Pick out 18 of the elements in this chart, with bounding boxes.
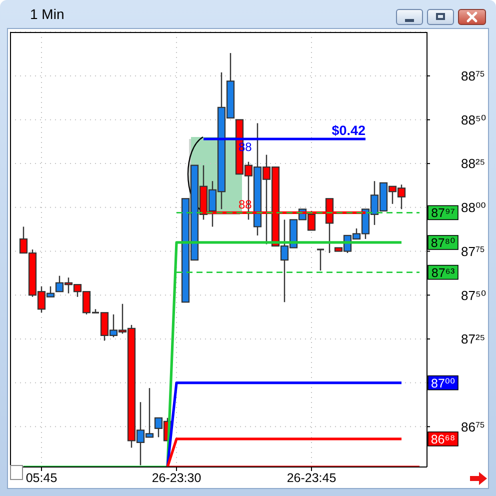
x-tick-label: 26-23:30 <box>152 471 202 485</box>
chart-title: 1 Min <box>30 6 64 22</box>
y-tick-label: 87⁵⁰ <box>461 288 486 303</box>
y-tick-label: 88⁰⁰ <box>461 200 486 216</box>
y-tick-label: 88²⁵ <box>461 156 486 172</box>
annotation: 87⁶³ <box>431 266 455 280</box>
y-tick-label: 88$^{75}$ <box>461 68 485 84</box>
y-tick-label: 86$^{75}$ <box>461 419 485 434</box>
annotation: 86⁶⁸ <box>430 432 456 446</box>
y-tick-label: 87²⁵ <box>461 332 486 347</box>
y-tick-label: 88⁵⁰ <box>461 112 486 128</box>
annotation: $0.42 <box>332 122 366 138</box>
y-tick-label: 87$^{75}$ <box>461 244 485 259</box>
annotation: 87⁹⁷ <box>431 206 456 220</box>
annotation: 87⁸⁰ <box>430 236 456 250</box>
x-tick-label: 26-23:45 <box>286 471 336 485</box>
x-tick-label: 05:45 <box>26 471 58 485</box>
annotation: 87⁰⁰ <box>431 376 455 390</box>
